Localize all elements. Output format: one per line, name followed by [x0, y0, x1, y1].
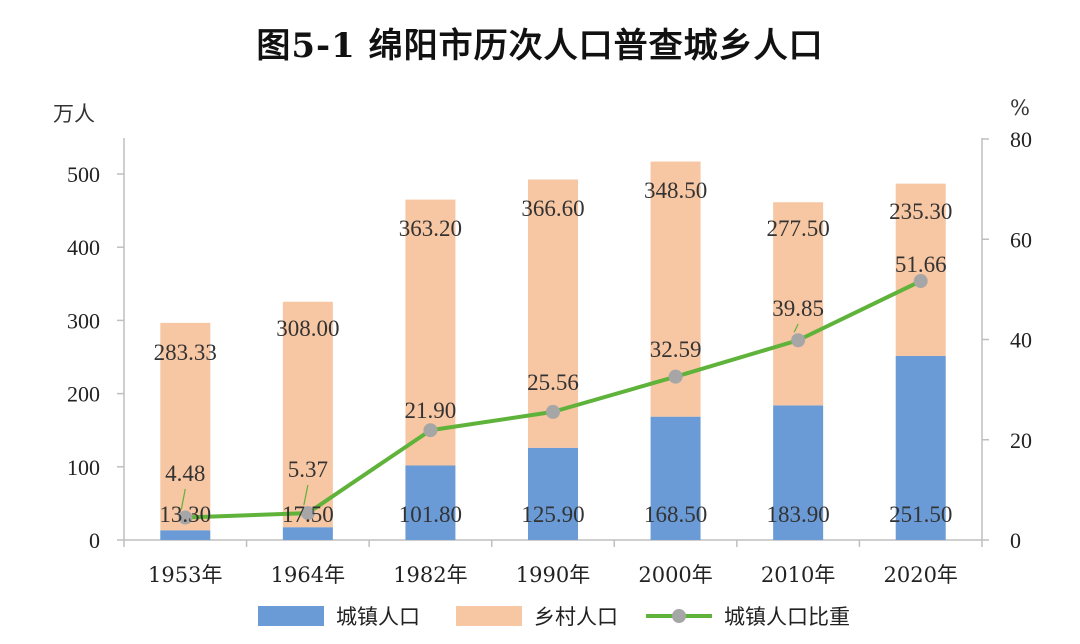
- y-right-tick-label: 0: [1010, 528, 1021, 553]
- x-tick-label: 2000年: [638, 563, 712, 587]
- data-label-ratio: 21.90: [405, 398, 457, 423]
- data-label-rural: 348.50: [644, 178, 707, 203]
- legend-label-rural: 乡村人口: [534, 605, 618, 629]
- x-tick-label: 1990年: [516, 563, 590, 587]
- data-label-rural: 363.20: [399, 216, 462, 241]
- legend-label-urban: 城镇人口: [336, 605, 420, 629]
- y-right-unit: %: [1010, 96, 1030, 120]
- data-label-rural: 366.60: [521, 196, 584, 221]
- data-label-urban: 101.80: [399, 502, 462, 527]
- x-tick-label: 1953年: [148, 563, 222, 587]
- y-left-tick-label: 0: [89, 528, 100, 553]
- data-label-urban: 13.30: [159, 502, 211, 527]
- y-left-tick-label: 400: [67, 235, 100, 260]
- data-label-urban: 125.90: [521, 502, 584, 527]
- ratio-point: [669, 370, 683, 384]
- legend-swatch-ratio-marker: [672, 609, 686, 623]
- y-left-tick-label: 300: [67, 308, 100, 333]
- legend-swatch-urban: [258, 606, 324, 626]
- y-right-tick-label: 40: [1010, 328, 1032, 353]
- bar-urban: [283, 527, 333, 540]
- data-label-ratio: 32.59: [650, 337, 702, 362]
- x-tick-label: 1982年: [393, 563, 467, 587]
- data-label-urban: 251.50: [889, 502, 952, 527]
- data-label-rural: 277.50: [767, 216, 830, 241]
- data-label-ratio: 51.66: [895, 252, 947, 277]
- y-right-tick-label: 60: [1010, 227, 1032, 252]
- legend-swatch-rural: [456, 606, 522, 626]
- x-tick-label: 1964年: [271, 563, 345, 587]
- ratio-point: [546, 405, 560, 419]
- data-label-ratio: 5.37: [288, 457, 328, 482]
- data-label-rural: 235.30: [889, 199, 952, 224]
- ratio-point: [423, 423, 437, 437]
- data-label-ratio: 4.48: [165, 461, 205, 486]
- bar-urban: [160, 530, 210, 540]
- data-label-urban: 183.90: [767, 502, 830, 527]
- x-tick-label: 2020年: [883, 563, 957, 587]
- y-left-unit: 万人: [53, 102, 95, 126]
- x-tick-label: 2010年: [761, 563, 835, 587]
- ratio-point: [791, 333, 805, 347]
- y-right-tick-label: 20: [1010, 428, 1032, 453]
- y-right-tick-label: 80: [1010, 127, 1032, 152]
- data-label-rural: 308.00: [276, 316, 339, 341]
- data-label-rural: 283.33: [154, 340, 217, 365]
- data-label-urban: 168.50: [644, 502, 707, 527]
- y-left-tick-label: 100: [67, 455, 100, 480]
- y-left-tick-label: 200: [67, 382, 100, 407]
- data-label-urban: 17.50: [282, 502, 334, 527]
- data-label-ratio: 25.56: [527, 370, 579, 395]
- legend: 城镇人口 乡村人口 城镇人口比重: [258, 605, 850, 629]
- data-label-ratio: 39.85: [772, 296, 824, 321]
- y-left-tick-label: 500: [67, 162, 100, 187]
- legend-label-ratio: 城镇人口比重: [724, 605, 850, 629]
